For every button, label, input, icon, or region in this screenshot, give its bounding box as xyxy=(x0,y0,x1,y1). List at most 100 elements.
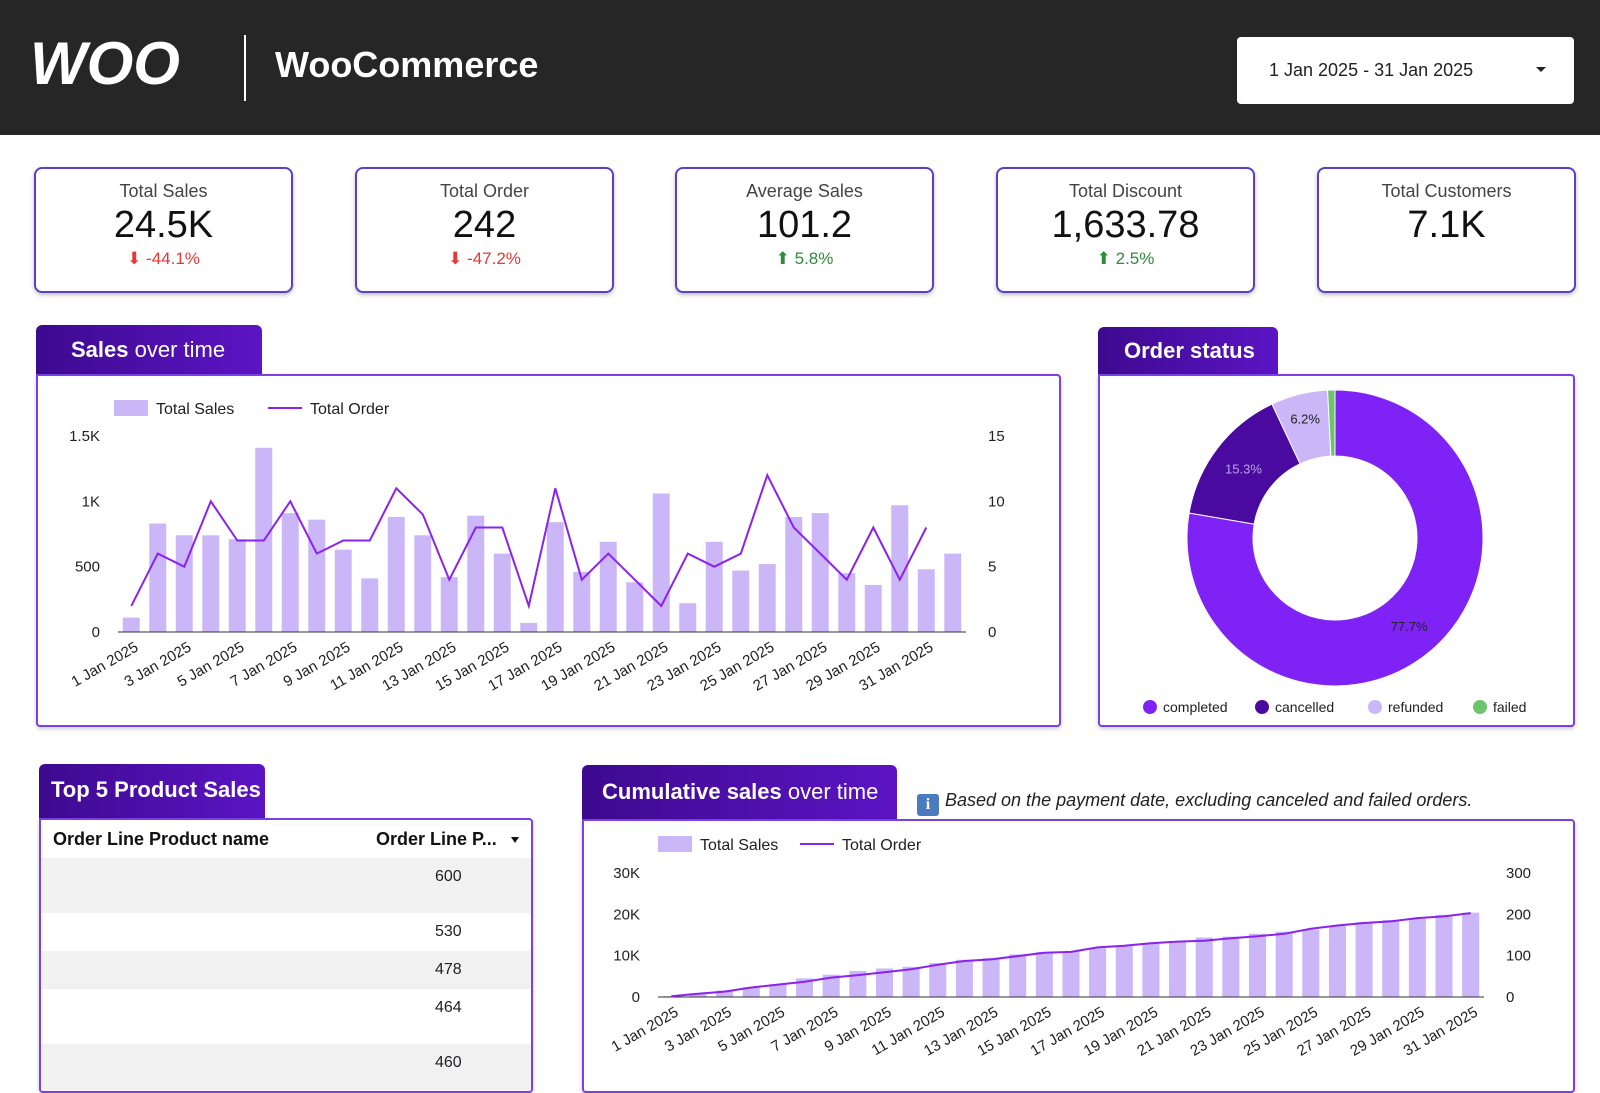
kpi-change-value: 2.5% xyxy=(1115,249,1155,268)
bar-total-sales xyxy=(440,577,458,632)
chevron-down-icon xyxy=(1536,67,1546,72)
bar-total-sales xyxy=(929,963,947,997)
y-right-tick-label: 100 xyxy=(1506,948,1531,965)
cumulative-chart: Total Sales Total Order 0 10K 20K 30K 0 100 200 3… xyxy=(609,836,1531,1060)
bar-total-sales xyxy=(281,513,299,632)
kpi-change-value: 5.8% xyxy=(794,249,834,268)
bar-total-sales xyxy=(716,990,734,997)
bar-total-sales xyxy=(1302,929,1320,997)
panel-title-rest: over time xyxy=(128,337,226,362)
bar-total-sales xyxy=(785,517,803,632)
bar-total-sales xyxy=(175,535,193,632)
cumulative-tab: Cumulative sales over time xyxy=(582,765,897,819)
top-header: WOO WooCommerce 1 Jan 2025 - 31 Jan 2025 xyxy=(0,0,1600,135)
kpi-average-sales: Average Sales 101.2 ⬆ 5.8% xyxy=(675,167,934,293)
bar-total-sales xyxy=(1142,943,1160,997)
kpi-total-sales: Total Sales 24.5K ⬇ -44.1% xyxy=(34,167,293,293)
kpi-change: ⬆ 5.8% xyxy=(677,249,932,269)
bar-total-sales xyxy=(1248,933,1267,997)
bar-total-sales xyxy=(149,523,167,632)
info-note: i Based on the payment date, excluding ca… xyxy=(917,790,1472,816)
bar-total-sales xyxy=(689,993,707,997)
panel-title-bold: Top 5 Product Sales xyxy=(51,777,261,802)
table-row[interactable]: 600 xyxy=(41,858,531,913)
y-right-tick-label: 0 xyxy=(1506,989,1514,1006)
sales-over-time-chart: Total Sales Total Order05001K1.5K0510151 … xyxy=(68,400,1005,695)
bar-total-sales xyxy=(361,578,379,632)
bar-total-sales xyxy=(982,958,1000,997)
y-right-tick-label: 15 xyxy=(988,428,1005,445)
y-left-tick-label: 0 xyxy=(632,989,640,1006)
panel-title-bold: Cumulative sales xyxy=(602,779,782,804)
table-row[interactable]: 464 xyxy=(41,989,531,1044)
row-value: 464 xyxy=(435,999,462,1016)
legend-label-failed: failed xyxy=(1493,699,1526,715)
arrow-down-icon: ⬇ xyxy=(448,249,463,268)
order-status-chart: 77.7% 15.3% 6.2% completed cancelled refunded… xyxy=(1143,389,1526,715)
sort-desc-icon[interactable] xyxy=(511,837,519,843)
y-left-tick-label: 500 xyxy=(75,559,100,576)
kpi-change: ⬇ -47.2% xyxy=(357,249,612,269)
bar-total-sales xyxy=(875,968,894,997)
donut-slice-completed xyxy=(1186,389,1484,687)
panel-title-bold: Order status xyxy=(1124,338,1255,363)
y-right-tick-label: 300 xyxy=(1506,865,1531,882)
order-status-tab: Order status xyxy=(1098,327,1278,375)
table-row[interactable]: 460 xyxy=(41,1044,531,1091)
bar-total-sales xyxy=(1035,951,1053,997)
bar-total-sales xyxy=(493,553,511,632)
bar-total-sales xyxy=(652,493,670,632)
bar-total-sales xyxy=(849,970,867,997)
bar-total-sales xyxy=(1195,937,1213,997)
donut-slice-failed xyxy=(1327,389,1336,457)
column-header-product-name[interactable]: Order Line Product name xyxy=(53,829,270,849)
column-header-order-line[interactable]: Order Line P... xyxy=(376,829,497,849)
kpi-change: ⬆ 2.5% xyxy=(998,249,1253,269)
bar-total-sales xyxy=(387,517,405,632)
row-value: 600 xyxy=(435,868,462,885)
kpi-label: Total Customers xyxy=(1381,181,1512,201)
donut-data-label: 77.7% xyxy=(1391,619,1428,634)
bar-total-sales xyxy=(1462,912,1480,997)
kpi-label: Total Order xyxy=(439,181,530,201)
donut-data-label: 6.2% xyxy=(1290,412,1320,427)
bar-total-sales xyxy=(1355,922,1373,997)
kpi-value: 7.1K xyxy=(1407,204,1486,246)
order-status-panel: 77.7% 15.3% 6.2% completed cancelled refunded… xyxy=(1098,374,1575,727)
y-right-tick-label: 10 xyxy=(988,493,1005,510)
bar-total-sales xyxy=(917,569,935,632)
bar-total-sales xyxy=(1115,946,1133,997)
sales-over-time-panel: Total Sales Total Order 0 500 1K 1.5K 0 5 10 15 1 … xyxy=(36,374,1061,727)
table-row[interactable]: 530 xyxy=(41,913,531,951)
arrow-down-icon: ⬇ xyxy=(127,249,142,268)
header-divider xyxy=(244,35,246,101)
bar-total-sales xyxy=(626,582,644,632)
bar-total-sales xyxy=(679,603,697,632)
legend-label-total-sales: Total Sales xyxy=(700,837,778,854)
y-right-tick-label: 0 xyxy=(988,624,996,641)
bar-total-sales xyxy=(334,549,352,632)
kpi-change-value: -47.2% xyxy=(467,249,521,268)
kpi-value: 242 xyxy=(452,204,517,246)
row-value: 530 xyxy=(435,923,462,940)
date-range-selector[interactable]: 1 Jan 2025 - 31 Jan 2025 xyxy=(1237,37,1574,104)
kpi-value: 1,633.78 xyxy=(1051,204,1200,246)
bar-total-sales xyxy=(599,541,617,632)
legend-label-total-sales: Total Sales xyxy=(156,401,234,418)
table-row[interactable]: 478 xyxy=(41,951,531,989)
woo-logo-text: WOO xyxy=(30,36,180,92)
legend-dot-refunded xyxy=(1368,700,1382,714)
y-left-tick-label: 30K xyxy=(613,865,640,882)
kpi-value: 101.2 xyxy=(756,204,853,246)
kpi-total-order: Total Order 242 ⬇ -47.2% xyxy=(355,167,614,293)
kpi-total-discount: Total Discount 1,633.78 ⬆ 2.5% xyxy=(996,167,1255,293)
bar-total-sales xyxy=(758,564,776,632)
bar-total-sales xyxy=(811,513,829,632)
bar-total-sales xyxy=(902,966,920,997)
kpi-label: Average Sales xyxy=(746,181,863,201)
bar-total-sales xyxy=(1382,920,1400,997)
legend-dot-failed xyxy=(1473,700,1487,714)
bar-total-sales xyxy=(732,570,750,632)
bar-total-sales xyxy=(520,622,538,632)
info-icon: i xyxy=(917,794,939,816)
